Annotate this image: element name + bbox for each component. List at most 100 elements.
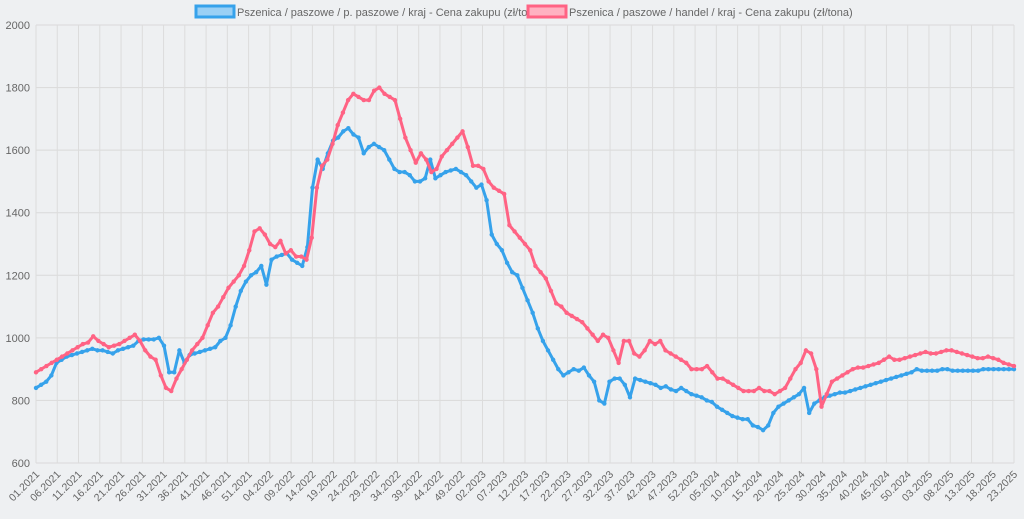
data-point — [923, 349, 928, 355]
data-point — [469, 179, 474, 184]
data-point — [981, 366, 986, 372]
data-point — [226, 285, 231, 290]
data-point — [205, 323, 210, 328]
data-point — [832, 391, 837, 397]
data-point — [847, 388, 853, 394]
data-point — [371, 141, 377, 147]
data-point — [684, 360, 689, 366]
data-point — [762, 388, 767, 394]
data-point — [361, 151, 366, 156]
data-point — [91, 334, 96, 339]
data-point — [819, 404, 824, 409]
data-point — [730, 413, 735, 419]
data-point — [274, 254, 279, 259]
y-tick-label: 1000 — [6, 333, 30, 345]
data-point — [606, 335, 611, 341]
data-point — [709, 399, 715, 405]
data-point — [591, 379, 597, 384]
data-point — [197, 349, 203, 355]
data-point — [417, 179, 423, 184]
legend-swatch — [526, 4, 568, 19]
y-tick-label: 1600 — [6, 145, 30, 157]
data-point — [929, 368, 935, 373]
data-point — [455, 135, 460, 140]
data-point — [616, 360, 621, 366]
data-point — [704, 398, 709, 403]
y-tick-label: 2000 — [6, 20, 30, 32]
data-point — [637, 354, 642, 359]
data-point — [105, 349, 110, 355]
data-point — [496, 188, 502, 194]
data-point — [267, 241, 273, 247]
data-point — [658, 385, 663, 391]
data-point — [1011, 366, 1017, 372]
data-point — [561, 373, 566, 378]
data-point — [949, 348, 954, 353]
data-point — [293, 254, 299, 259]
data-point — [192, 351, 197, 356]
y-tick-label: 1400 — [6, 208, 30, 220]
data-point — [617, 376, 622, 381]
data-point — [564, 310, 569, 316]
data-point — [801, 385, 807, 391]
data-point — [156, 335, 162, 341]
data-point — [330, 141, 335, 147]
data-point — [791, 395, 797, 400]
data-point — [694, 393, 699, 398]
data-point — [1001, 366, 1006, 372]
data-point — [980, 355, 985, 361]
data-point — [158, 373, 164, 378]
data-point — [950, 368, 955, 373]
data-point — [907, 354, 913, 359]
data-point — [904, 371, 909, 377]
data-point — [231, 279, 236, 284]
data-point — [499, 248, 505, 253]
data-point — [132, 332, 138, 337]
data-point — [509, 269, 515, 275]
data-point — [69, 352, 75, 358]
data-point — [423, 157, 429, 162]
data-point — [262, 232, 268, 237]
x-axis: 01.202106.202111.202116.202121.202126.20… — [7, 469, 1020, 504]
data-point — [143, 348, 148, 353]
data-point — [612, 376, 617, 381]
data-point — [161, 343, 167, 348]
data-point — [210, 310, 216, 316]
data-point — [933, 351, 939, 356]
data-point — [319, 163, 325, 168]
data-point — [148, 354, 153, 359]
data-point — [200, 335, 205, 341]
data-point — [581, 365, 587, 370]
data-point — [273, 244, 278, 250]
data-point — [786, 398, 791, 403]
data-point — [585, 326, 590, 331]
data-point — [886, 354, 892, 359]
y-axis: 600 800 1000 1200 1400 1600 1800 2000 — [6, 20, 30, 470]
data-point — [678, 385, 684, 391]
data-point — [694, 366, 699, 372]
data-point — [403, 135, 408, 140]
data-point — [814, 366, 819, 372]
series-layer — [33, 85, 1017, 433]
data-point — [110, 351, 116, 356]
data-point — [611, 348, 616, 353]
data-point — [366, 144, 372, 150]
data-point — [361, 97, 366, 103]
data-point — [545, 348, 551, 353]
data-point — [397, 169, 402, 175]
data-point — [912, 352, 918, 358]
data-point — [80, 341, 86, 347]
data-point — [377, 85, 382, 90]
data-point — [888, 376, 894, 381]
data-point — [985, 354, 991, 359]
data-point — [643, 379, 648, 384]
data-point — [673, 388, 679, 394]
data-point — [460, 129, 465, 134]
data-point — [351, 132, 356, 137]
data-point — [808, 351, 814, 356]
data-point — [975, 355, 980, 361]
data-point — [356, 94, 361, 100]
data-point — [668, 387, 674, 392]
data-point — [131, 343, 136, 348]
